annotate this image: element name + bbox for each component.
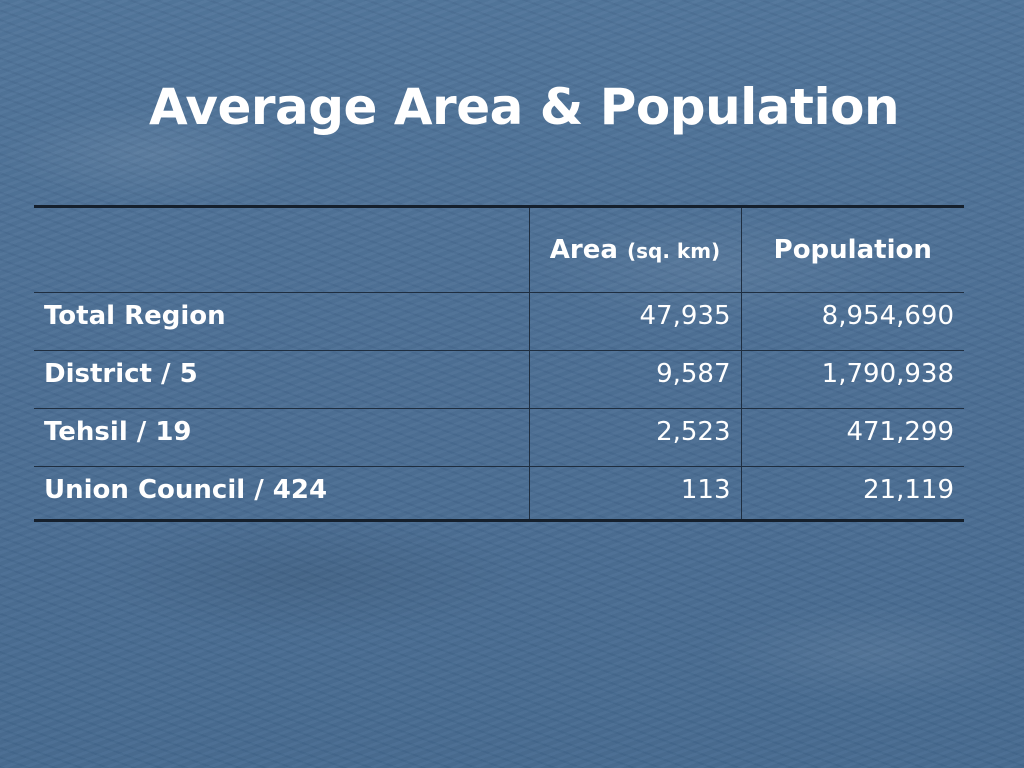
population-value: 471,299 <box>740 408 964 467</box>
area-value: 113 <box>528 466 742 521</box>
table-header-row: Area (sq. km) Population <box>34 206 964 293</box>
table-row: Tehsil / 19 2,523 471,299 <box>34 408 964 467</box>
area-value: 9,587 <box>528 350 742 409</box>
population-value: 8,954,690 <box>740 292 964 351</box>
table-row: Total Region 47,935 8,954,690 <box>34 292 964 351</box>
header-area-label: Area <box>549 234 618 265</box>
row-label: Total Region <box>34 292 530 351</box>
population-value: 1,790,938 <box>740 350 964 409</box>
row-label: District / 5 <box>34 350 530 409</box>
header-population: Population <box>740 206 964 293</box>
row-label: Union Council / 424 <box>34 466 530 521</box>
table-row: District / 5 9,587 1,790,938 <box>34 350 964 409</box>
area-population-table: Area (sq. km) Population Total Region 47… <box>34 205 964 522</box>
header-empty-cell <box>34 206 530 293</box>
header-area-unit: (sq. km) <box>626 238 721 263</box>
area-value: 2,523 <box>528 408 742 467</box>
slide-title: Average Area & Population <box>148 78 900 136</box>
area-value: 47,935 <box>528 292 742 351</box>
table-row: Union Council / 424 113 21,119 <box>34 466 964 521</box>
population-value: 21,119 <box>740 466 964 521</box>
row-label: Tehsil / 19 <box>34 408 530 467</box>
header-area: Area (sq. km) <box>528 206 742 293</box>
